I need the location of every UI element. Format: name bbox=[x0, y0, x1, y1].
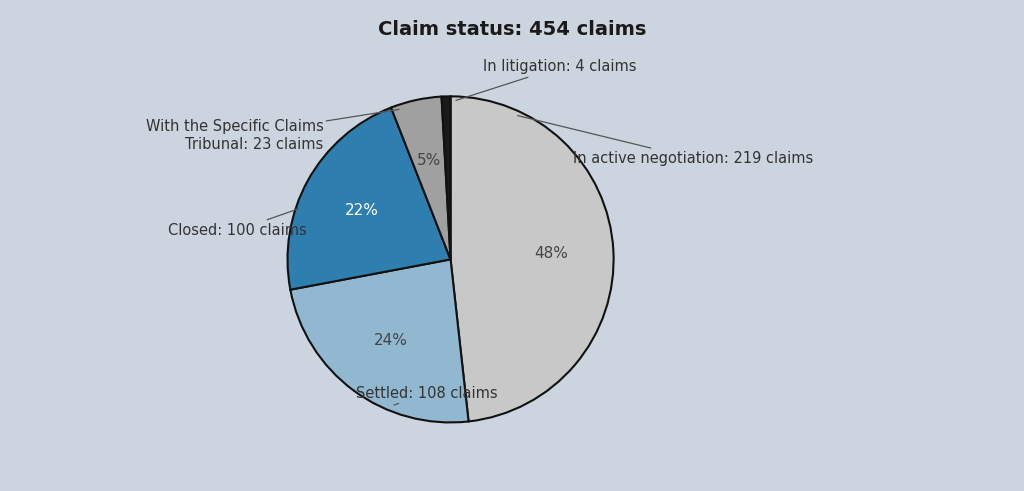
Text: 5%: 5% bbox=[417, 153, 441, 168]
Text: Settled: 108 claims: Settled: 108 claims bbox=[356, 385, 498, 405]
Text: In litigation: 4 claims: In litigation: 4 claims bbox=[456, 59, 637, 101]
Text: 24%: 24% bbox=[374, 333, 408, 348]
Text: With the Specific Claims
Tribunal: 23 claims: With the Specific Claims Tribunal: 23 cl… bbox=[145, 109, 399, 152]
Text: Closed: 100 claims: Closed: 100 claims bbox=[168, 209, 307, 238]
Wedge shape bbox=[451, 96, 613, 421]
Text: In active negotiation: 219 claims: In active negotiation: 219 claims bbox=[517, 115, 813, 166]
Wedge shape bbox=[288, 108, 451, 290]
Wedge shape bbox=[441, 96, 451, 259]
Text: Claim status: 454 claims: Claim status: 454 claims bbox=[378, 20, 646, 39]
Wedge shape bbox=[391, 97, 451, 259]
Wedge shape bbox=[291, 259, 469, 422]
Text: 22%: 22% bbox=[345, 203, 379, 218]
Text: 48%: 48% bbox=[535, 246, 568, 261]
